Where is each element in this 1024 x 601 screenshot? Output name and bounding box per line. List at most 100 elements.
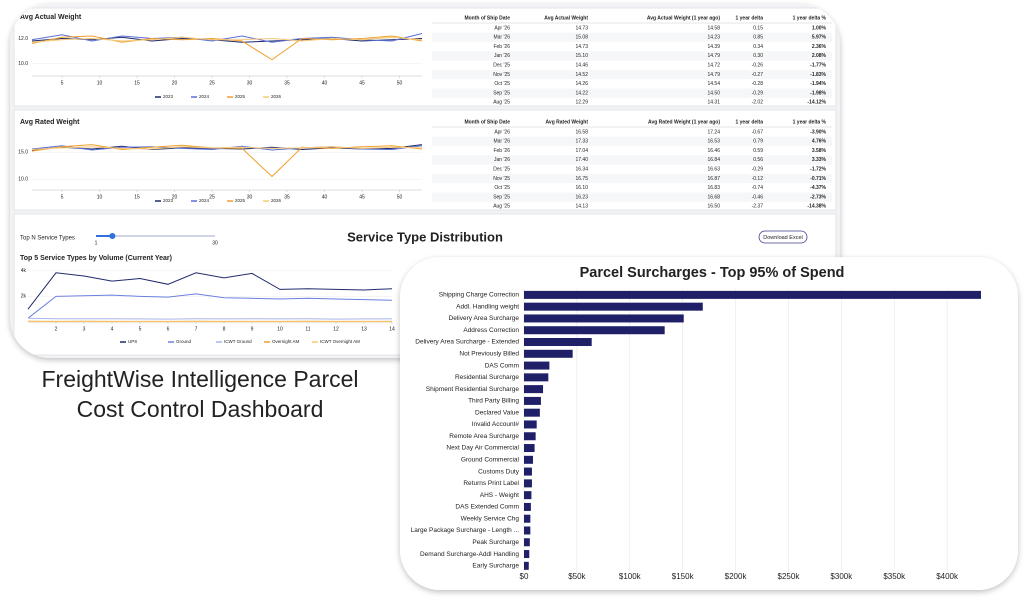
table-cell: 14.73 (575, 44, 588, 50)
legend-label: Ground (176, 339, 192, 344)
y-tick-label: Shipping Charge Correction (439, 292, 520, 299)
chart-title: Top 5 Service Types by Volume (Current Y… (20, 255, 172, 262)
y-tick-label: Addl. Handling weight (456, 303, 519, 310)
caption: FreightWise Intelligence Parcel (41, 366, 358, 392)
table-cell: 14.46 (575, 63, 588, 69)
table-header: 1 year delta (735, 119, 763, 125)
table-cell: 14.73 (575, 25, 588, 31)
legend-label: 2026 (271, 94, 282, 99)
x-tick-label: 8 (223, 326, 226, 332)
table-cell: 14.79 (707, 72, 720, 78)
y-tick-label: 4k (21, 268, 27, 274)
series-line (31, 36, 423, 43)
table-cell: 14.31 (707, 100, 720, 106)
bar (524, 349, 573, 358)
table-cell: -1.72% (810, 167, 826, 173)
table-cell: 14.23 (707, 35, 720, 41)
y-tick-label: Weekly Service Chg (461, 515, 520, 522)
y-tick-label: 10.0 (18, 61, 28, 67)
legend-label: 2024 (199, 198, 210, 203)
table-cell: -0.67 (752, 129, 764, 135)
table-header: 1 year delta (735, 15, 763, 21)
y-tick-label: Ground Commercial (461, 457, 520, 464)
caption: Cost Control Dashboard (77, 396, 324, 422)
table-cell: 14.13 (575, 204, 588, 210)
bar (524, 338, 592, 347)
table-cell: 16.68 (707, 194, 720, 200)
x-tick-label: 2 (55, 326, 58, 332)
y-tick-label: Residential Surcharge (455, 374, 519, 381)
series-line (31, 144, 423, 178)
table-cell: Sep '25 (493, 90, 510, 96)
x-tick-label: $400k (936, 572, 959, 581)
bar (524, 502, 531, 511)
table-cell: 3.33% (812, 157, 827, 163)
table-cell: 16.23 (575, 194, 588, 200)
bar (524, 290, 981, 299)
table-cell: 16.83 (707, 185, 720, 191)
y-tick-label: 12.0 (18, 36, 28, 42)
table-cell: 2.36% (812, 44, 827, 50)
x-tick-label: 12 (333, 326, 339, 332)
table-cell: 14.50 (707, 90, 720, 96)
bar (524, 385, 544, 394)
bar (524, 408, 540, 417)
series-line (27, 272, 393, 310)
table-cell: -0.29 (752, 90, 764, 96)
x-tick-label: 35 (284, 194, 290, 200)
table-cell: -0.29 (752, 167, 764, 173)
y-tick-label: Peak Surcharge (472, 539, 519, 546)
table-cell: 14.79 (707, 53, 720, 59)
table-cell: 0.30 (753, 53, 763, 59)
x-tick-label: 6 (167, 326, 170, 332)
y-tick-label: 2k (21, 294, 27, 300)
y-tick-label: Delivery Area Surcharge (449, 315, 520, 322)
legend-label: 2026 (271, 198, 282, 203)
x-tick-label: 5 (61, 80, 64, 86)
bar (524, 373, 549, 382)
table-header: 1 year delta % (793, 15, 827, 21)
table-cell: -0.46 (752, 194, 764, 200)
chart-title: Avg Rated Weight (20, 119, 80, 126)
x-tick-label: 7 (195, 326, 198, 332)
y-tick-label: Third Party Billing (468, 398, 519, 405)
x-tick-label: 40 (322, 80, 328, 86)
y-tick-label: Next Day Air Commercial (446, 445, 519, 452)
table-cell: 14.72 (707, 63, 720, 69)
slider-knob[interactable] (109, 233, 116, 239)
y-tick-label: Declared Value (475, 409, 519, 416)
bar (524, 396, 541, 405)
bar (524, 361, 550, 370)
legend-label: ICWT Ground (224, 339, 252, 344)
series-line (27, 293, 393, 319)
x-tick-label: 15 (134, 194, 140, 200)
table-cell: -2.37 (752, 204, 764, 210)
table-stripe (432, 192, 832, 202)
y-tick-label: Delivery Area Surcharge - Extended (415, 339, 519, 346)
download-button[interactable] (758, 230, 808, 244)
x-tick-label: 11 (305, 326, 310, 332)
x-tick-label: 4 (111, 326, 114, 332)
table-cell: Nov '25 (493, 72, 510, 78)
table-stripe (432, 88, 832, 98)
x-tick-label: $100k (619, 572, 642, 581)
x-tick-label: $250k (778, 572, 801, 581)
bar (524, 455, 533, 464)
table-cell: 2.08% (812, 53, 827, 59)
x-tick-label: 3 (83, 326, 86, 332)
table-cell: 16.46 (707, 148, 720, 154)
x-tick-label: 20 (172, 80, 178, 86)
table-cell: 15.10 (575, 53, 588, 59)
table-cell: Mar '26 (493, 35, 510, 41)
table-cell: 0.79 (753, 139, 763, 145)
series-line (27, 317, 393, 320)
table-header: Avg Actual Weight (1 year ago) (647, 15, 720, 21)
table-cell: 14.52 (575, 72, 588, 78)
x-tick-label: $50k (568, 572, 586, 581)
table-cell: Sep '25 (493, 194, 510, 200)
table-cell: -1.98% (810, 90, 826, 96)
bar (524, 514, 531, 523)
bar (524, 302, 703, 311)
x-tick-label: 14 (389, 326, 395, 332)
